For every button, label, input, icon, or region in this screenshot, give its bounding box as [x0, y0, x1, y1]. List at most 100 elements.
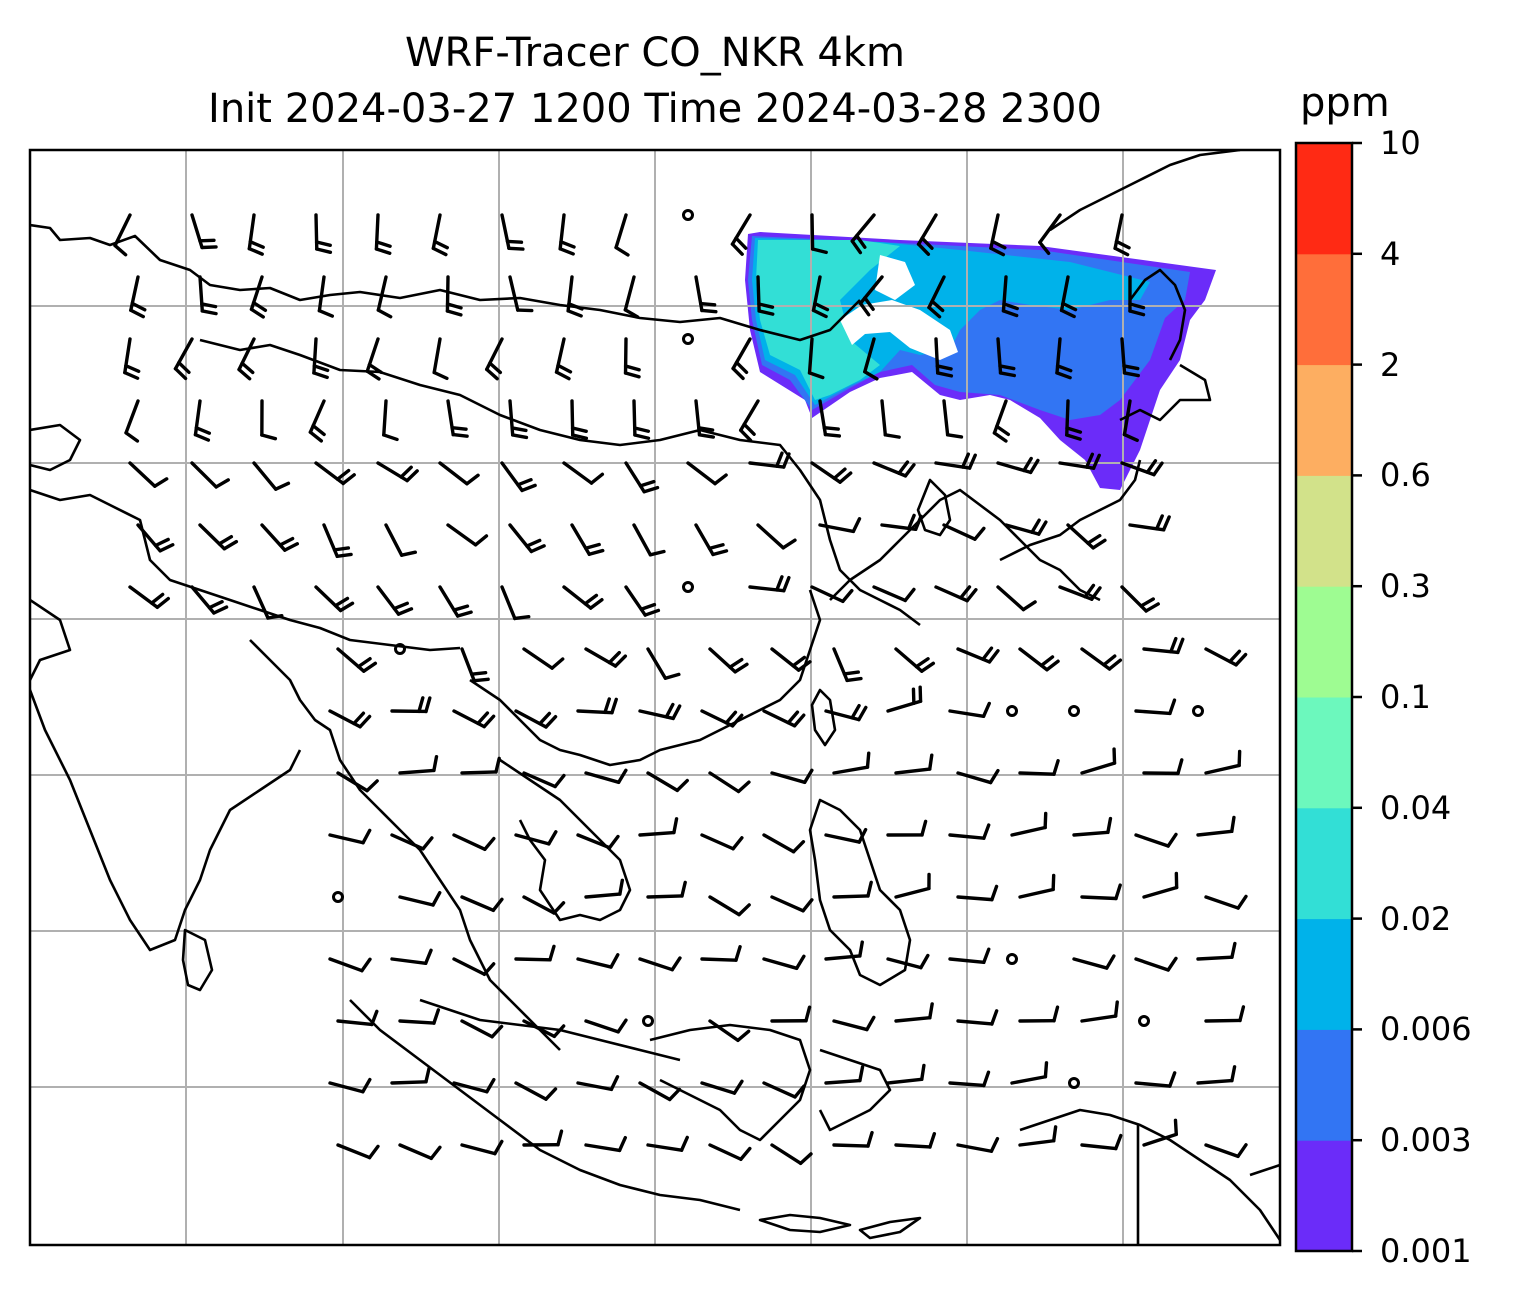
wind-barb-flag — [1144, 602, 1160, 613]
wind-barb — [584, 892, 622, 899]
wind-barb — [445, 275, 450, 313]
wind-barb-flag — [730, 713, 744, 728]
colorbar-tick-label: 0.3 — [1380, 567, 1431, 606]
wind-barb — [432, 337, 442, 375]
wind-barb — [1010, 825, 1047, 837]
plume-teal-core — [756, 240, 900, 400]
wind-barb-flag — [266, 614, 284, 620]
wind-barb-flag — [113, 243, 128, 257]
wind-barb — [818, 523, 856, 534]
calm-wind-circle — [332, 891, 344, 903]
map-frame — [28, 148, 1282, 1247]
wind-barb-flag — [473, 534, 489, 547]
colorbar-tick-label: 0.006 — [1380, 1010, 1472, 1049]
wind-barb-flag — [308, 430, 323, 443]
wind-barb-flag — [452, 604, 470, 612]
wind-barb-flag — [700, 308, 718, 314]
wind-barb-flag — [697, 426, 715, 432]
wind-barb-flag — [792, 713, 806, 728]
wind-barb-flag — [589, 472, 605, 485]
calm-wind-circle — [1192, 705, 1204, 717]
wind-barb-flag — [935, 364, 953, 371]
wind-barb-flag — [153, 477, 169, 488]
wind-barb — [894, 886, 931, 899]
wind-barb — [384, 523, 404, 557]
wind-barb-flag — [607, 650, 621, 665]
wind-barb-flag — [553, 773, 566, 789]
wind-barb — [832, 1019, 869, 1032]
wind-barb — [1080, 1014, 1118, 1023]
wind-barb-flag — [793, 1084, 806, 1099]
wind-barb-flag — [675, 778, 689, 793]
wind-barb-flag — [989, 246, 1006, 257]
wind-barb-flag — [312, 371, 329, 380]
colorbar-segment — [1296, 807, 1352, 920]
wind-barb-flag — [1055, 364, 1073, 373]
wind-barb-flag — [278, 536, 295, 547]
wind-barb — [762, 957, 799, 971]
calm-wind-circle — [682, 209, 694, 221]
wind-barb-flag — [728, 657, 744, 669]
wind-barb-flag — [813, 301, 830, 312]
wind-barb-flag — [850, 703, 861, 720]
wind-barb — [646, 1143, 684, 1152]
wind-barb — [460, 770, 498, 775]
wind-barb-flag — [697, 433, 716, 439]
wind-barb — [500, 585, 517, 621]
wind-barb — [452, 833, 487, 851]
wind-barb-flag — [679, 1135, 689, 1152]
wind-barb-flag — [505, 239, 524, 244]
wind-barb — [584, 771, 621, 785]
wind-barb-flag — [1038, 240, 1051, 256]
wind-barb — [522, 895, 556, 915]
wind-barb — [562, 461, 594, 485]
wind-barb-flag — [367, 1144, 380, 1160]
wind-barb-flag — [1230, 815, 1236, 834]
wind-barb-flag — [907, 513, 916, 531]
wind-barb-flag — [981, 646, 994, 661]
wind-barb-flag — [990, 884, 999, 902]
wind-barb — [1196, 1078, 1234, 1085]
colorbar-segment — [1296, 143, 1352, 255]
wind-barb — [1080, 761, 1117, 775]
wind-barb-flag — [1051, 873, 1056, 892]
wind-barb-flag — [314, 240, 332, 248]
wind-barb-flag — [450, 425, 468, 431]
wind-barb — [1196, 955, 1234, 961]
wind-barb — [894, 1143, 932, 1149]
wind-barb-flag — [177, 360, 191, 375]
wind-barb-flag — [376, 308, 393, 319]
wind-barb-flag — [583, 593, 599, 606]
wind-barb — [328, 833, 365, 845]
wind-barb — [948, 1081, 986, 1088]
wind-barb-flag — [1166, 832, 1178, 848]
wind-barb-flag — [248, 240, 265, 249]
wind-barb-flag — [352, 711, 366, 726]
wind-barb — [584, 1019, 620, 1034]
wind-barb-flag — [194, 426, 212, 435]
wind-barb — [810, 213, 815, 251]
wind-barb-flag — [914, 514, 923, 531]
wind-barb-flag — [247, 246, 264, 256]
wind-barb — [336, 771, 369, 793]
wind-barb-flag — [782, 575, 791, 593]
wind-barb-flag — [493, 1139, 504, 1156]
wind-barb-flag — [903, 587, 916, 603]
wind-barb — [576, 1081, 614, 1092]
wind-barb-flag — [1039, 655, 1055, 668]
wind-barb — [252, 461, 278, 491]
wind-barb — [894, 1016, 932, 1023]
wind-barb-flag — [370, 1009, 379, 1027]
wind-barb-flag — [513, 615, 531, 621]
wind-barb — [522, 771, 557, 789]
wind-barb-flag — [488, 361, 503, 375]
wind-barb-flag — [554, 370, 571, 381]
wind-barb-flag — [617, 1135, 627, 1153]
wind-barb-flag — [920, 661, 936, 673]
calm-wind-circle — [394, 643, 406, 655]
wind-barb — [700, 1081, 737, 1095]
wind-barb-flag — [1155, 514, 1164, 531]
wind-barb-flag — [1091, 453, 1101, 470]
wind-barb-flag — [558, 247, 575, 256]
wind-barb-flag — [775, 575, 784, 592]
